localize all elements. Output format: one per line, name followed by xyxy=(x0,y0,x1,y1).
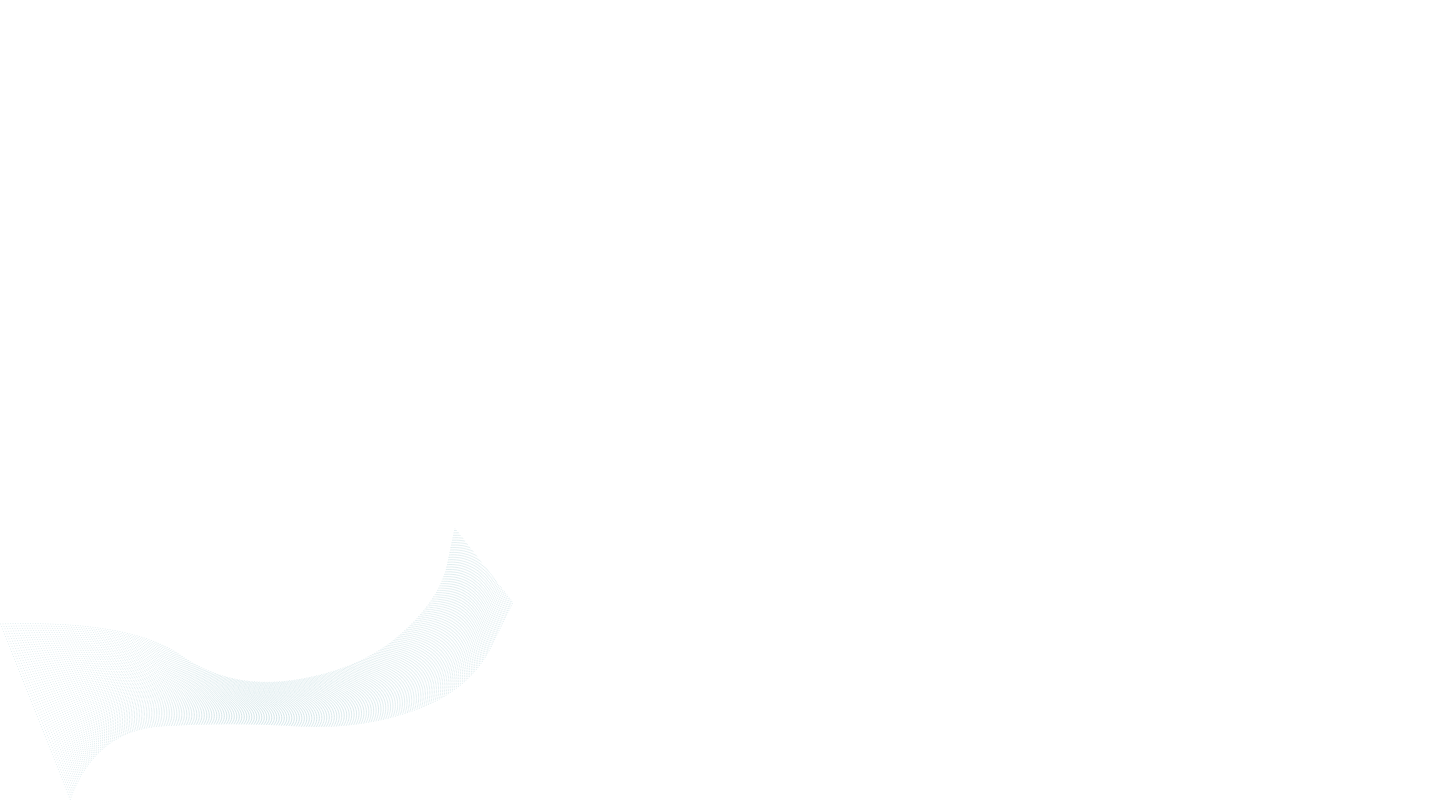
wave-line xyxy=(7,536,462,688)
wave-line xyxy=(42,573,491,733)
wave-line xyxy=(23,553,476,698)
wave-line xyxy=(13,542,467,691)
wave-line xyxy=(45,576,494,740)
wave-line xyxy=(65,597,510,791)
wave-line xyxy=(21,551,474,696)
wave-line xyxy=(61,593,507,781)
wave-line xyxy=(18,548,471,695)
wave-line xyxy=(5,534,461,687)
wave-line xyxy=(69,601,514,800)
wave-line xyxy=(53,584,500,760)
wave-line xyxy=(9,538,464,689)
wave-line xyxy=(2,531,458,685)
wave-line xyxy=(48,579,496,748)
wave-line xyxy=(0,529,457,684)
wave-line xyxy=(34,564,485,713)
wave-line xyxy=(49,580,497,750)
wave-line xyxy=(50,581,498,753)
wave-line xyxy=(0,527,456,683)
wave-line xyxy=(16,545,470,693)
wave-line xyxy=(67,599,512,796)
wave-line xyxy=(6,535,462,687)
wave-line xyxy=(10,539,465,690)
wave-line xyxy=(12,541,467,691)
wave-line xyxy=(14,543,468,692)
wave-line xyxy=(33,563,484,710)
wave-line xyxy=(35,565,486,715)
wave-line xyxy=(27,557,479,700)
wave-line xyxy=(46,577,495,743)
wave-line xyxy=(59,591,505,776)
wave-line xyxy=(22,552,475,697)
wave-line xyxy=(68,600,513,798)
wave-line xyxy=(38,569,488,723)
wave-line xyxy=(62,594,508,783)
wave-line xyxy=(47,578,496,745)
wave-line xyxy=(11,540,466,690)
wave-line xyxy=(56,588,503,768)
wave-line xyxy=(63,595,509,786)
wave-lines-group xyxy=(0,527,514,800)
wave-line xyxy=(3,532,459,685)
wave-line xyxy=(43,574,492,735)
wave-line xyxy=(39,570,489,725)
wave-line xyxy=(20,550,473,696)
wave-line xyxy=(8,537,463,688)
wave-line xyxy=(28,558,480,701)
wave-line xyxy=(31,561,482,705)
wave-line xyxy=(41,572,491,730)
wave-line xyxy=(64,596,510,788)
wave-line xyxy=(66,598,511,793)
wave-line xyxy=(40,571,490,728)
wave-line xyxy=(52,583,500,758)
wave-line xyxy=(60,592,506,778)
wave-line xyxy=(30,560,481,703)
wave-line xyxy=(17,546,471,694)
wave-line xyxy=(1,530,457,684)
wave-line xyxy=(32,562,483,708)
wave-line xyxy=(54,585,501,763)
wave-line xyxy=(37,568,487,720)
wave-line xyxy=(51,582,499,755)
wave-line xyxy=(4,533,460,686)
wave-line xyxy=(36,566,486,718)
wave-line xyxy=(55,587,502,765)
wave-line xyxy=(57,589,504,770)
wave-line xyxy=(15,544,469,693)
wave-line xyxy=(19,549,472,695)
wave-line xyxy=(24,554,476,698)
wave-line xyxy=(25,555,477,699)
